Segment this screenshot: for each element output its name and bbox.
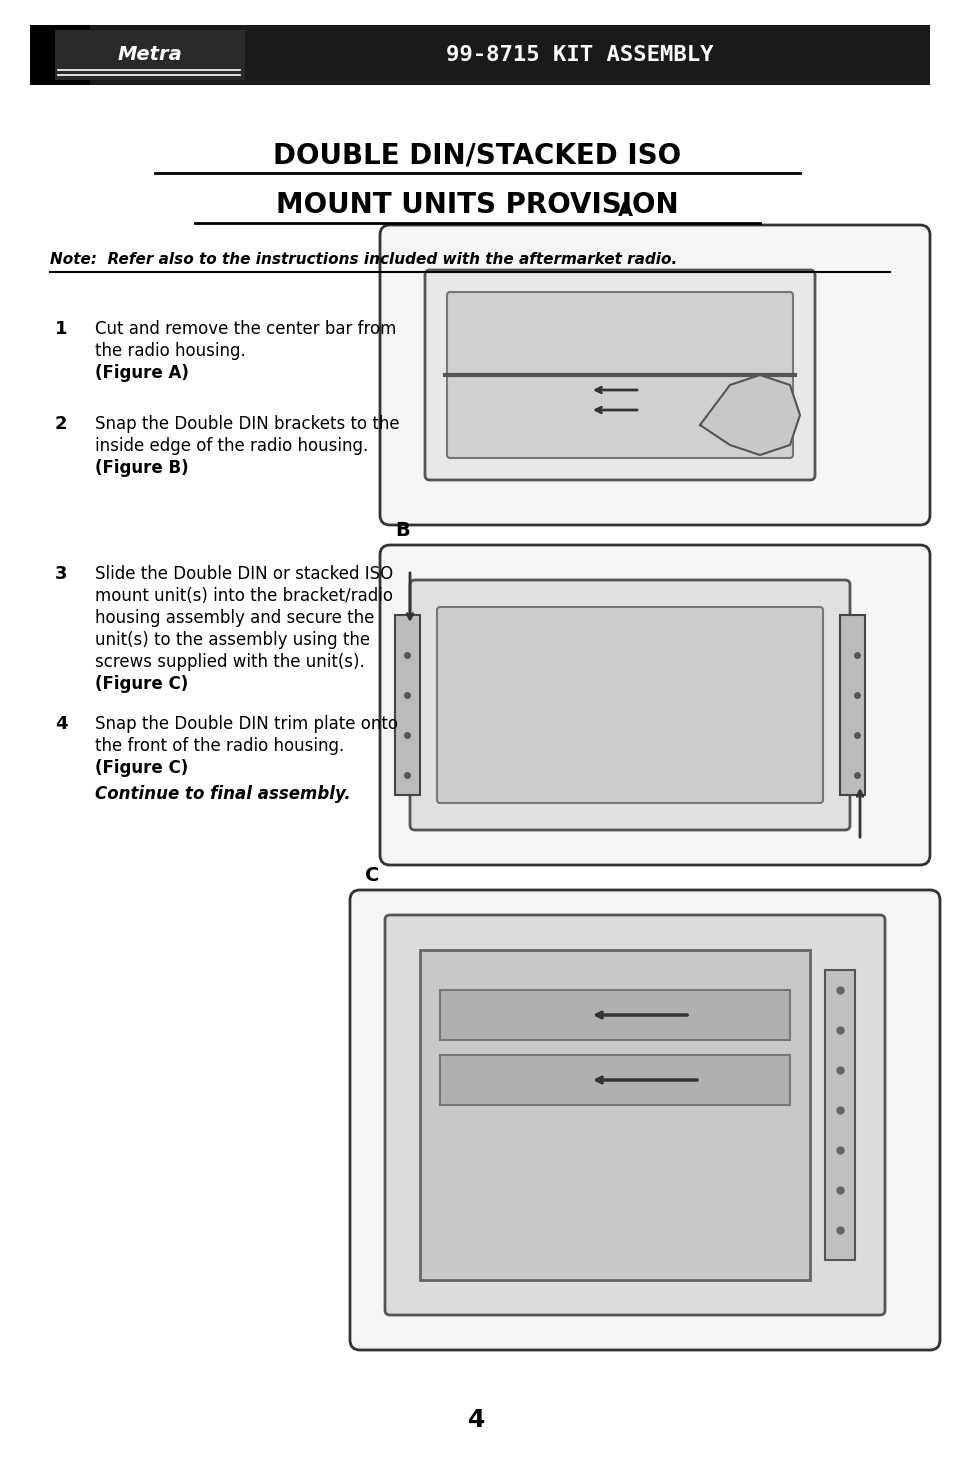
- Text: Metra: Metra: [117, 46, 182, 65]
- Bar: [395, 615, 419, 795]
- Text: (Figure C): (Figure C): [95, 760, 188, 777]
- Bar: [30, 25, 929, 86]
- Text: unit(s) to the assembly using the: unit(s) to the assembly using the: [95, 631, 370, 649]
- Polygon shape: [700, 375, 800, 454]
- Text: (Figure A): (Figure A): [95, 364, 189, 382]
- Text: Snap the Double DIN trim plate onto: Snap the Double DIN trim plate onto: [95, 715, 397, 733]
- Text: Note:  Refer also to the instructions included with the aftermarket radio.: Note: Refer also to the instructions inc…: [50, 252, 677, 267]
- FancyBboxPatch shape: [55, 30, 245, 80]
- FancyBboxPatch shape: [424, 270, 814, 479]
- FancyBboxPatch shape: [379, 544, 929, 864]
- Text: Snap the Double DIN brackets to the: Snap the Double DIN brackets to the: [95, 414, 399, 434]
- FancyBboxPatch shape: [385, 914, 884, 1316]
- Text: DOUBLE DIN/STACKED ISO: DOUBLE DIN/STACKED ISO: [273, 142, 680, 170]
- Text: B: B: [395, 521, 410, 540]
- Text: C: C: [365, 866, 379, 885]
- Text: Cut and remove the center bar from: Cut and remove the center bar from: [95, 320, 395, 338]
- FancyBboxPatch shape: [379, 226, 929, 525]
- Text: A: A: [617, 201, 632, 220]
- Text: 1: 1: [55, 320, 68, 338]
- Text: screws supplied with the unit(s).: screws supplied with the unit(s).: [95, 653, 364, 671]
- Text: 3: 3: [55, 565, 68, 583]
- Bar: [824, 971, 854, 1260]
- Bar: [439, 1055, 789, 1105]
- Text: 4: 4: [468, 1409, 485, 1432]
- Text: the front of the radio housing.: the front of the radio housing.: [95, 738, 344, 755]
- Text: housing assembly and secure the: housing assembly and secure the: [95, 609, 374, 627]
- Text: (Figure B): (Figure B): [95, 459, 189, 476]
- Text: (Figure C): (Figure C): [95, 676, 188, 693]
- FancyBboxPatch shape: [410, 580, 849, 830]
- Bar: [30, 25, 90, 86]
- Text: inside edge of the radio housing.: inside edge of the radio housing.: [95, 437, 368, 454]
- Bar: [419, 950, 809, 1280]
- Text: the radio housing.: the radio housing.: [95, 342, 251, 360]
- Text: mount unit(s) into the bracket/radio: mount unit(s) into the bracket/radio: [95, 587, 393, 605]
- Bar: [840, 615, 864, 795]
- Text: Continue to final assembly.: Continue to final assembly.: [95, 785, 351, 802]
- Text: 4: 4: [55, 715, 68, 733]
- Bar: [439, 990, 789, 1040]
- Text: 99-8715 KIT ASSEMBLY: 99-8715 KIT ASSEMBLY: [446, 46, 713, 65]
- Text: Slide the Double DIN or stacked ISO: Slide the Double DIN or stacked ISO: [95, 565, 393, 583]
- FancyBboxPatch shape: [447, 292, 792, 459]
- Text: 2: 2: [55, 414, 68, 434]
- Text: MOUNT UNITS PROVISION: MOUNT UNITS PROVISION: [275, 190, 678, 218]
- FancyBboxPatch shape: [436, 608, 822, 802]
- FancyBboxPatch shape: [350, 889, 939, 1350]
